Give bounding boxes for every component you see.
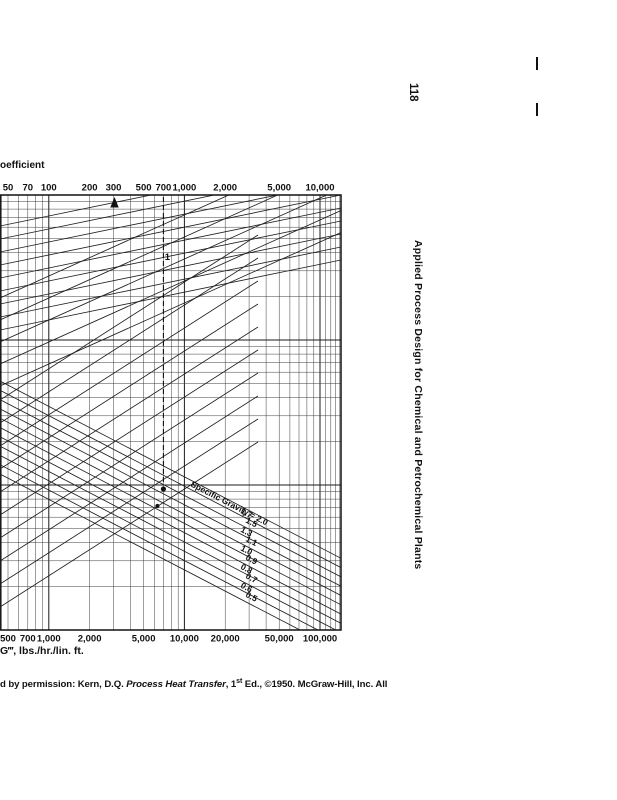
svg-text:1.5: 1.5 [244,515,259,529]
scan-mark [536,57,538,70]
caption-book-title: Process Heat Transfer [126,679,226,691]
figure-caption: d by permission: Kern, D.Q. Process Heat… [0,678,387,690]
svg-text:1,000: 1,000 [173,183,197,194]
svg-text:2,000: 2,000 [213,183,237,194]
curve-family-upper [0,195,341,387]
svg-text:0.9: 0.9 [244,552,259,566]
svg-text:1.1: 1.1 [244,534,259,548]
svg-text:1.3: 1.3 [239,524,254,538]
svg-text:1: 1 [165,252,171,263]
curve-family-steep [0,234,259,608]
svg-text:0.6: 0.6 [239,580,254,594]
plot-border [0,194,342,631]
svg-text:100: 100 [41,183,57,194]
svg-text:300: 300 [106,183,122,194]
svg-text:70: 70 [23,183,34,194]
svg-text:1.0: 1.0 [239,543,254,557]
svg-text:10,000: 10,000 [170,634,199,645]
svg-text:0.7: 0.7 [244,571,259,585]
svg-text:200: 200 [82,183,98,194]
svg-text:2,000: 2,000 [78,634,102,645]
running-head-title: Applied Process Design for Chemical and … [412,240,424,570]
top-axis-title-partial: oefficient [0,160,45,171]
top-axis-tick-labels: 50 70 100 200 300 500 700 1,000 2,000 5,000 10,000 [3,183,335,194]
page-number: 118 [407,83,419,102]
specific-gravity-lines [0,380,341,630]
svg-text:700: 700 [20,634,36,645]
svg-text:5,000: 5,000 [132,634,156,645]
log-grid-lines [0,195,341,631]
scan-mark [536,103,538,116]
caption-suffix: Ed., ©1950. McGraw-Hill, Inc. All [242,679,388,691]
svg-text:700: 700 [155,183,171,194]
caption-edition: , 1 [225,679,237,691]
caption-prefix: d by permission: Kern, D.Q. [0,679,127,691]
svg-text:0.5: 0.5 [244,589,259,603]
example-annotation-marks: 1 [110,197,171,509]
bottom-axis-tick-labels: 500 700 1,000 2,000 5,000 10,000 20,000 50,000 1… [0,634,337,645]
svg-text:500: 500 [136,183,152,194]
svg-text:0.8: 0.8 [239,562,254,576]
svg-text:20,000: 20,000 [211,634,240,645]
svg-text:1,000: 1,000 [37,634,61,645]
svg-text:100,000: 100,000 [303,634,337,645]
svg-text:1.7: 1.7 [239,506,254,520]
svg-text:10,000: 10,000 [305,183,334,194]
svg-text:50: 50 [3,183,14,194]
caption-edition-sup: st [236,678,243,685]
svg-text:5,000: 5,000 [267,183,291,194]
svg-text:50,000: 50,000 [265,634,294,645]
svg-text:500: 500 [0,634,16,645]
bottom-axis-label: G‴, lbs./hr./lin. ft. [0,645,84,657]
